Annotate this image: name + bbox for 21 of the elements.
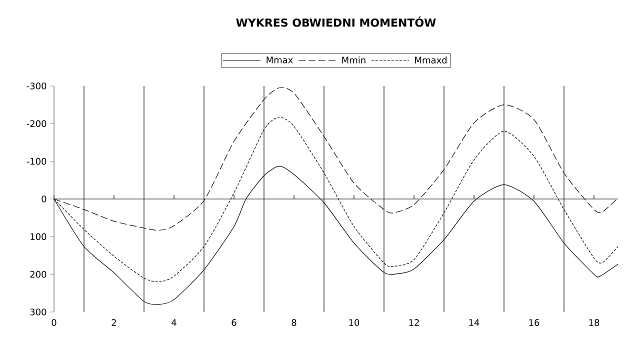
y-tick-label: -200: [26, 120, 46, 128]
x-tick-label: 10: [349, 319, 360, 326]
y-tick-label: -300: [26, 82, 46, 90]
x-tick-label: 18: [589, 319, 600, 326]
y-tick-label: 200: [30, 270, 46, 278]
chart-title: WYKRES OBWIEDNI MOMENTÓW: [236, 16, 436, 27]
y-tick-label: 300: [30, 308, 46, 316]
x-tick-label: 0: [52, 319, 56, 326]
legend-label: Mmaxd: [415, 56, 447, 64]
legend-label: Mmin: [342, 56, 366, 64]
x-tick-label: 2: [112, 319, 116, 326]
x-tick-label: 8: [292, 319, 296, 326]
x-tick-label: 16: [529, 319, 540, 326]
legend-label: Mmax: [266, 56, 293, 64]
y-tick-label: 0: [42, 196, 46, 202]
x-tick-label: 4: [172, 319, 176, 326]
y-tick-label: 100: [30, 233, 46, 240]
x-tick-label: 6: [232, 319, 236, 326]
x-tick-label: 12: [409, 319, 419, 326]
x-tick-label: 14: [469, 319, 480, 326]
y-tick-label: -100: [26, 158, 46, 165]
